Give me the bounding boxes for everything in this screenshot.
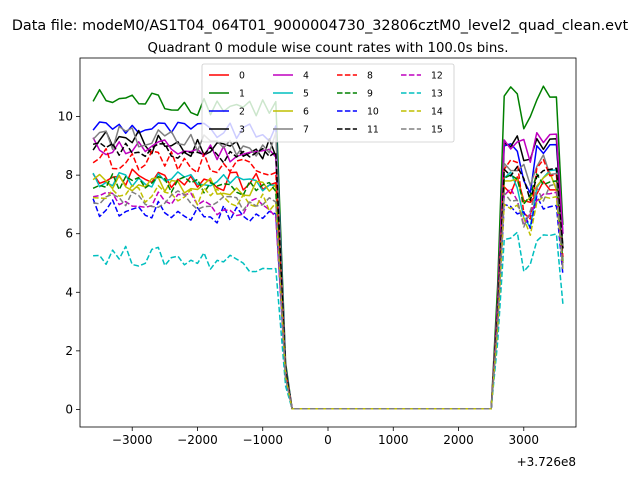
x-tick-label: −3000 <box>112 433 153 447</box>
legend-label-0: 0 <box>239 71 245 82</box>
legend-label-7: 7 <box>303 125 309 136</box>
legend-label-3: 3 <box>239 125 245 136</box>
legend-label-1: 1 <box>239 89 245 100</box>
legend-label-6: 6 <box>303 107 309 118</box>
y-tick-label: 2 <box>65 344 73 358</box>
x-tick-label: 3000 <box>509 433 540 447</box>
legend-label-2: 2 <box>239 107 245 118</box>
y-tick-label: 0 <box>65 402 73 416</box>
legend-label-9: 9 <box>367 89 373 100</box>
y-axis: 0 2 4 6 8 10 <box>58 110 80 416</box>
y-tick-label: 8 <box>65 168 73 182</box>
legend-label-14: 14 <box>431 107 443 118</box>
legend-label-8: 8 <box>367 71 373 82</box>
legend-label-12: 12 <box>431 71 443 82</box>
x-tick-label: −2000 <box>177 433 218 447</box>
series-line-15 <box>92 183 564 410</box>
y-tick-label: 6 <box>65 227 73 241</box>
legend-label-5: 5 <box>303 89 309 100</box>
y-tick-label: 10 <box>58 110 73 124</box>
series-layer <box>92 85 564 410</box>
x-tick-label: 2000 <box>443 433 474 447</box>
legend-label-13: 13 <box>431 89 443 100</box>
chart-suptitle: Data file: modeM0/AS1T04_064T01_90000047… <box>12 18 629 34</box>
x-tick-label: −1000 <box>242 433 283 447</box>
legend-frame <box>201 63 455 143</box>
x-tick-label: 0 <box>324 433 332 447</box>
legend-label-11: 11 <box>367 125 379 136</box>
x-offset-label: +3.726e8 <box>517 455 576 469</box>
y-tick-label: 4 <box>65 285 73 299</box>
x-axis: −3000 −2000 −1000 0 1000 2000 3000 <box>112 427 539 447</box>
legend-label-4: 4 <box>303 71 309 82</box>
legend-label-15: 15 <box>431 125 443 136</box>
chart-title: Quadrant 0 module wise count rates with … <box>148 41 509 56</box>
legend-label-10: 10 <box>367 107 379 118</box>
x-tick-label: 1000 <box>378 433 409 447</box>
